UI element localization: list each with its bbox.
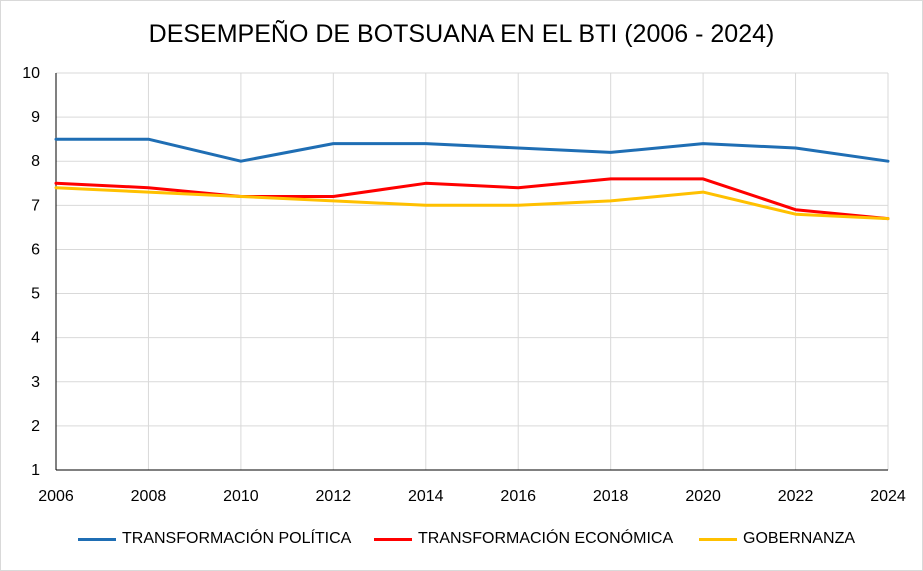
y-tick-label: 7 (31, 197, 40, 214)
legend-item-transformacion-politica: TRANSFORMACIÓN POLÍTICA (78, 530, 351, 548)
y-tick-label: 5 (31, 286, 40, 303)
series-line-transformacion-economica (54, 177, 890, 221)
legend-label: TRANSFORMACIÓN POLÍTICA (122, 530, 352, 547)
x-tick-labels: 2006 2008 2010 2012 2014 2016 2018 2020 2022 2024 (38, 488, 906, 505)
legend-item-transformacion-economica: TRANSFORMACIÓN ECONÓMICA (374, 530, 673, 548)
legend-swatch-gobernanza (699, 537, 737, 541)
legend-swatch-transformacion-politica (78, 537, 116, 541)
legend: TRANSFORMACIÓN POLÍTICA TRANSFORMACIÓN E… (0, 530, 923, 550)
x-tick-label: 2012 (316, 488, 352, 505)
axes (55, 73, 888, 471)
gridlines (55, 72, 889, 471)
x-tick-label: 2020 (685, 488, 721, 505)
x-tick-label: 2022 (778, 488, 814, 505)
y-tick-label: 4 (31, 330, 40, 347)
x-tick-label: 2018 (593, 488, 629, 505)
series-lines (54, 137, 890, 221)
legend-label: GOBERNANZA (743, 530, 856, 547)
x-tick-label: 2024 (870, 488, 906, 505)
y-tick-labels: 1 2 3 4 5 6 7 8 9 10 (22, 65, 40, 479)
y-tick-label: 9 (31, 109, 40, 126)
legend-label: TRANSFORMACIÓN ECONÓMICA (418, 530, 674, 547)
series-line-transformacion-politica (54, 137, 890, 163)
y-tick-label: 8 (31, 153, 40, 170)
y-tick-label: 3 (31, 374, 40, 391)
y-tick-label: 1 (31, 462, 40, 479)
legend-item-gobernanza: GOBERNANZA (699, 530, 855, 548)
x-tick-label: 2016 (500, 488, 536, 505)
series-line-gobernanza (54, 186, 890, 221)
x-tick-label: 2006 (38, 488, 74, 505)
y-tick-label: 10 (22, 65, 40, 82)
chart-title: DESEMPEÑO DE BOTSUANA EN EL BTI (2006 - … (148, 20, 775, 48)
x-tick-label: 2008 (131, 488, 167, 505)
x-tick-label: 2010 (223, 488, 259, 505)
legend-swatch-transformacion-economica (374, 537, 412, 541)
y-tick-label: 2 (31, 418, 40, 435)
x-tick-label: 2014 (408, 488, 444, 505)
y-tick-label: 6 (31, 241, 40, 258)
